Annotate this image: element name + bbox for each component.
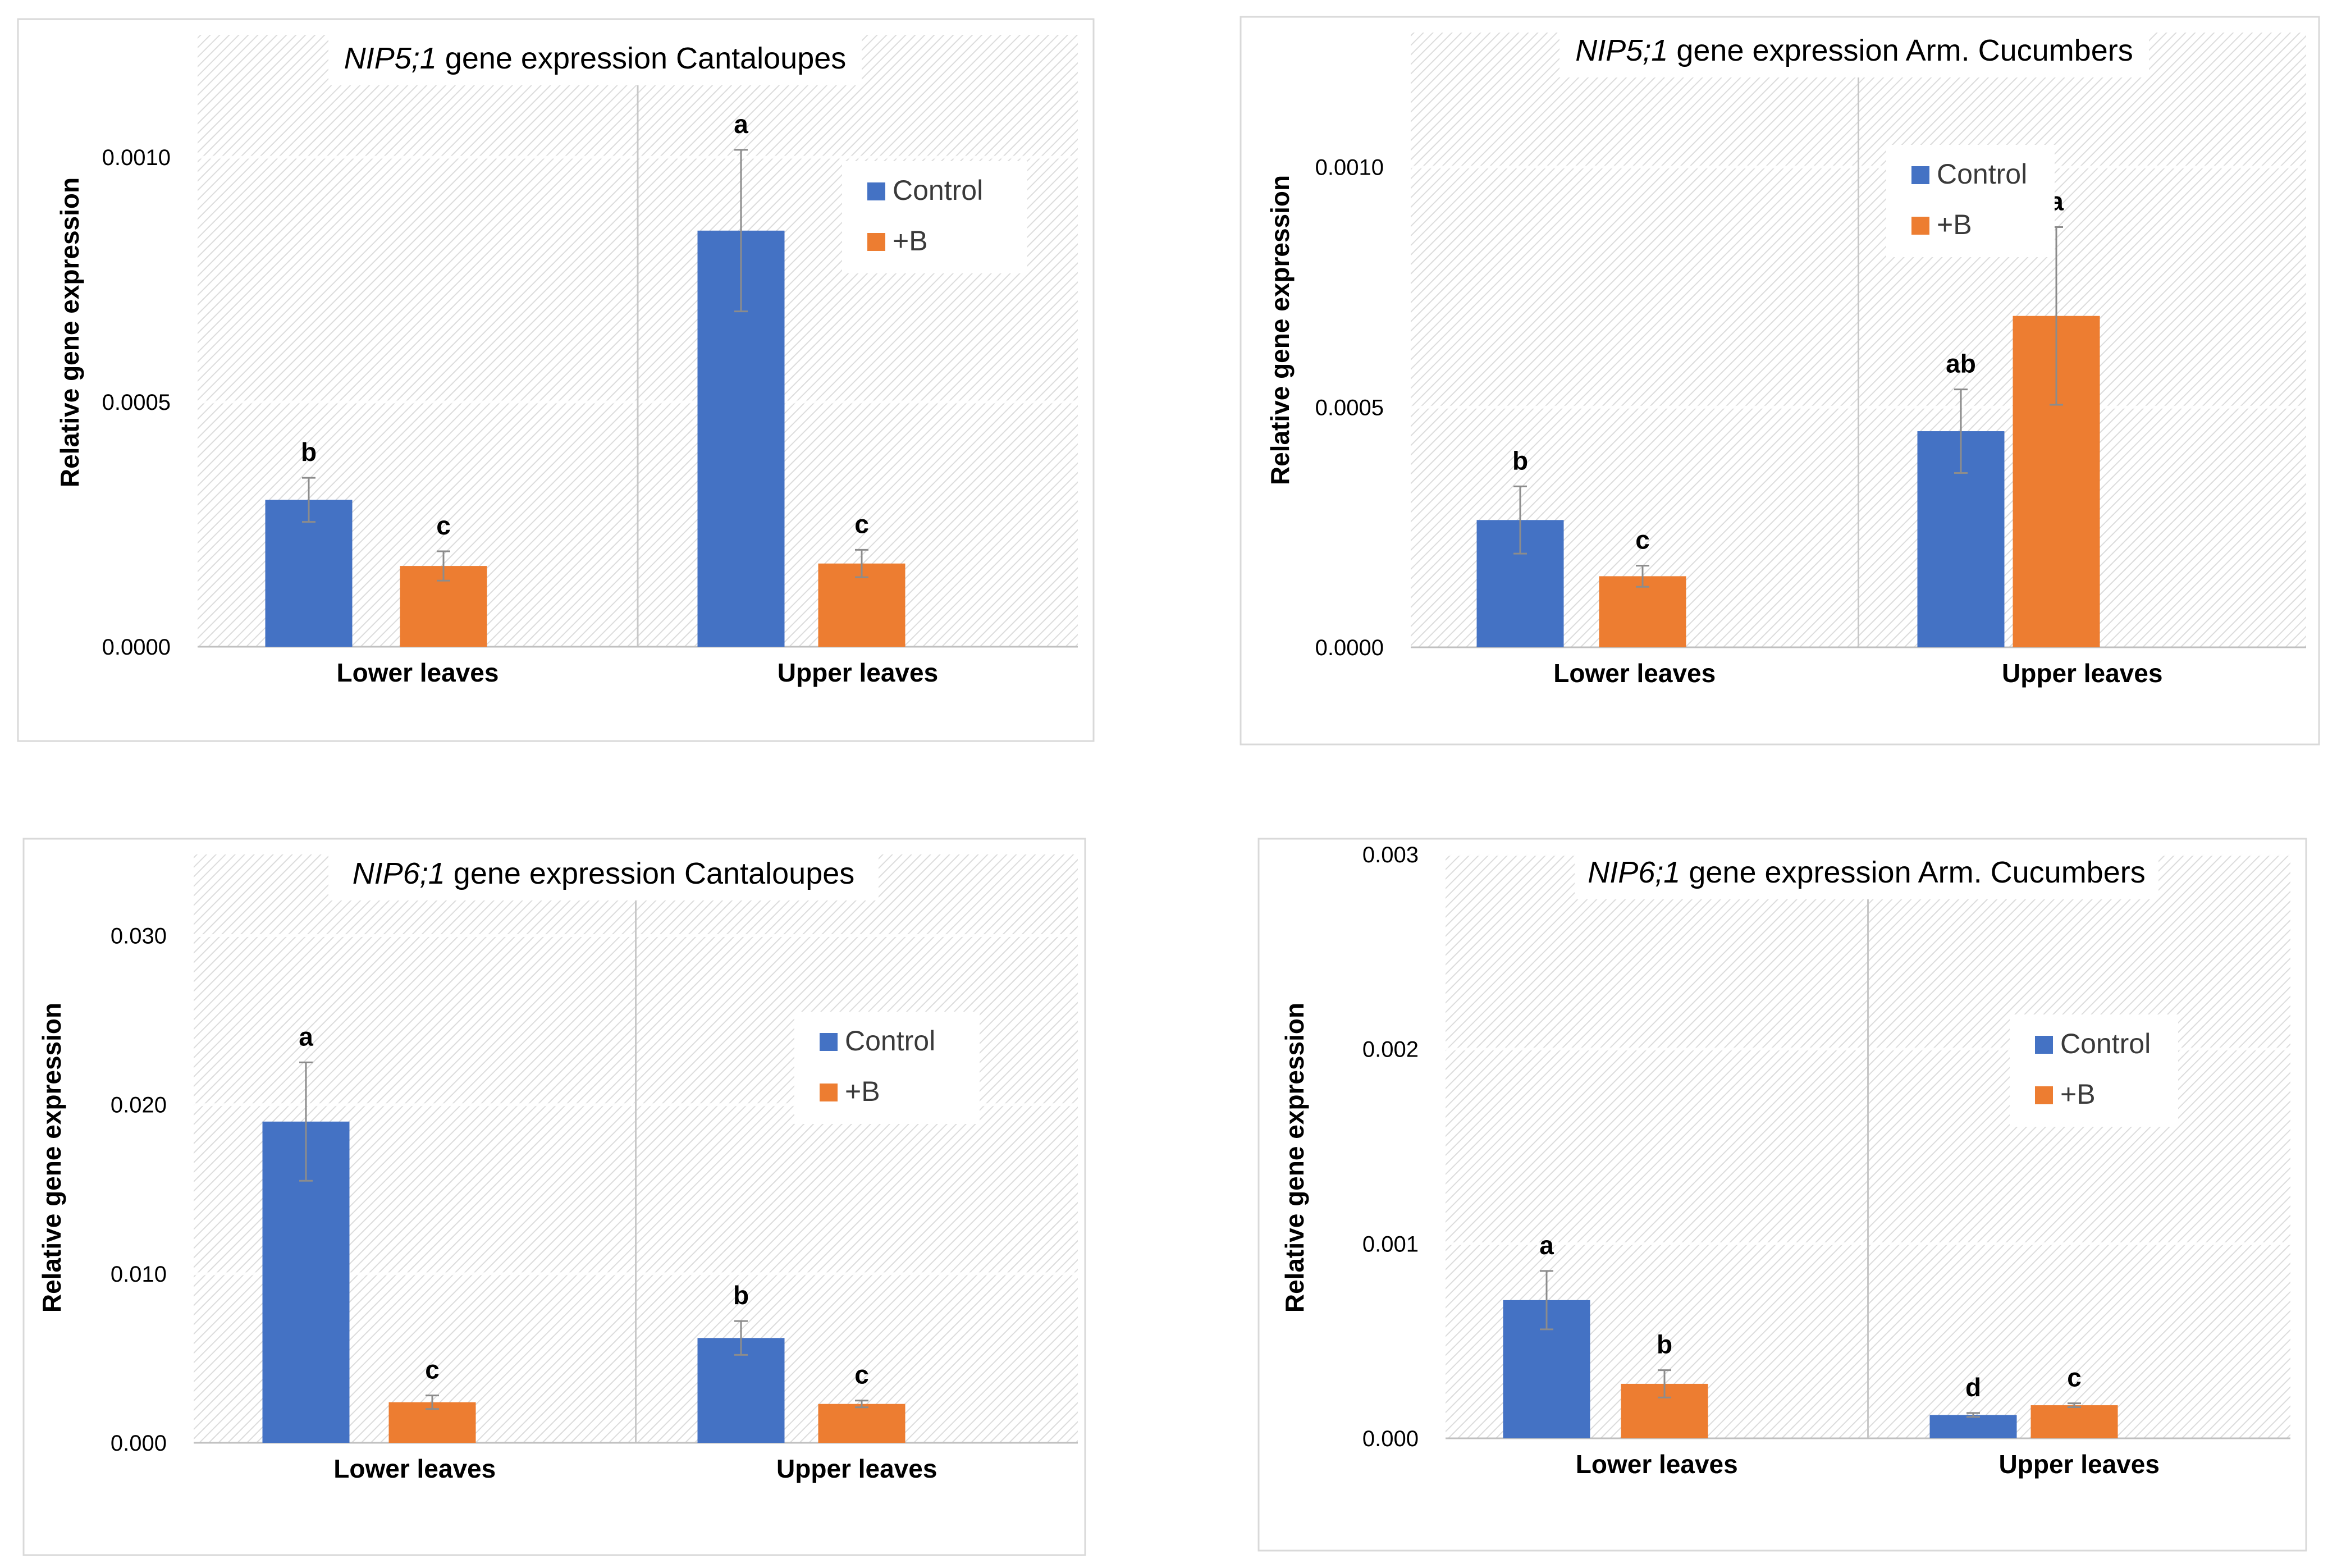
chart-title-gene: NIP5;1 (1575, 34, 1668, 67)
legend-swatch (2035, 1086, 2053, 1104)
legend-label: Control (893, 175, 983, 206)
chart-title-rest: gene expression Arm. Cucumbers (1680, 856, 2145, 889)
legend-label: Control (2060, 1028, 2151, 1059)
y-tick-label: 0.000 (1362, 1427, 1419, 1451)
title-box (1559, 26, 2149, 77)
significance-letter: a (299, 1022, 313, 1051)
chart-title: NIP6;1 gene expression Cantaloupes (353, 857, 855, 890)
legend-label: +B (1937, 209, 1972, 240)
significance-letter: c (436, 511, 451, 540)
x-category-label: Upper leaves (1999, 1450, 2160, 1479)
chart-title: NIP5;1 gene expression Arm. Cucumbers (1575, 34, 2133, 67)
y-axis-label: Relative gene expression (37, 1003, 66, 1313)
y-tick-label: 0.020 (111, 1093, 167, 1118)
bar (1929, 1415, 2017, 1438)
x-category-label: Upper leaves (778, 658, 938, 687)
legend-box (794, 1012, 980, 1124)
y-tick-label: 0.0010 (1315, 156, 1384, 180)
bar (2030, 1405, 2118, 1438)
x-category-label: Lower leaves (1553, 659, 1716, 688)
y-tick-label: 0.0005 (1315, 395, 1384, 420)
x-category-label: Lower leaves (337, 658, 499, 687)
chart-title: NIP5;1 gene expression Cantaloupes (344, 42, 847, 75)
bar (818, 1404, 905, 1443)
legend-box (2010, 1014, 2178, 1127)
chart-panel-nip51-cucumbers: 0.0000 0.0005 0.0010 Relative gene expressi… (1240, 16, 2320, 746)
y-tick-label: 0.0010 (102, 145, 171, 170)
chart-title-gene: NIP6;1 (1588, 856, 1680, 889)
significance-letter: c (2067, 1363, 2082, 1392)
significance-letter: c (854, 1360, 869, 1389)
legend-label: Control (845, 1025, 935, 1057)
legend-swatch (867, 233, 885, 251)
x-category-label: Lower leaves (333, 1454, 496, 1483)
chart-title-rest: gene expression Cantaloupes (445, 857, 855, 890)
chart-svg: 0.0000 0.0005 0.0010 Relative gene expressi… (1240, 16, 2320, 746)
legend-box (842, 161, 1027, 273)
x-category-label: Upper leaves (776, 1454, 937, 1483)
bar (1599, 576, 1686, 647)
y-tick-label: 0.0000 (1315, 636, 1384, 660)
title-box (328, 34, 862, 85)
y-tick-label: 0.030 (111, 924, 167, 949)
x-category-label: Upper leaves (2002, 659, 2162, 688)
legend-swatch (820, 1084, 838, 1101)
significance-letter: c (1635, 525, 1650, 555)
significance-letter: b (1512, 446, 1528, 475)
y-tick-label: 0.003 (1362, 843, 1419, 867)
title-box (328, 849, 879, 900)
chart-svg: 0.0000 0.0005 0.0010 Relative gene expressi… (17, 18, 1095, 742)
legend-swatch (1911, 217, 1929, 235)
chart-svg: 0.000 0.001 0.002 0.003 Relative gene expres… (1257, 838, 2307, 1552)
significance-letter: a (734, 109, 748, 139)
chart-title: NIP6;1 gene expression Arm. Cucumbers (1588, 856, 2145, 889)
chart-title-rest: gene expression Arm. Cucumbers (1668, 34, 2133, 67)
y-axis-label: Relative gene expression (1280, 1003, 1309, 1313)
significance-letter: b (1657, 1330, 1672, 1359)
y-axis-label: Relative gene expression (55, 177, 84, 487)
chart-panel-nip51-cantaloupes: 0.0000 0.0005 0.0010 Relative gene expressi… (17, 18, 1095, 742)
y-tick-label: 0.002 (1362, 1037, 1419, 1062)
chart-title-rest: gene expression Cantaloupes (437, 42, 847, 75)
chart-title-gene: NIP6;1 (353, 857, 445, 890)
chart-panel-nip61-cantaloupes: 0.000 0.010 0.020 0.030 Relative gene expres… (22, 838, 1086, 1556)
significance-letter: d (1965, 1373, 1981, 1402)
title-box (1575, 848, 2158, 899)
legend-swatch (2035, 1036, 2053, 1054)
chart-panel-nip61-cucumbers: 0.000 0.001 0.002 0.003 Relative gene expres… (1257, 838, 2307, 1552)
significance-letter: ab (1946, 349, 1976, 378)
legend-box (1886, 145, 2055, 257)
significance-letter: c (854, 509, 869, 538)
bar (265, 500, 353, 647)
legend-swatch (1911, 166, 1929, 184)
legend-label: +B (893, 225, 928, 257)
y-tick-label: 0.0000 (102, 635, 171, 660)
chart-title-gene: NIP5;1 (344, 42, 437, 75)
legend-swatch (820, 1033, 838, 1051)
legend-label: +B (845, 1076, 880, 1107)
legend-label: Control (1937, 158, 2027, 190)
significance-letter: b (733, 1281, 749, 1310)
significance-letter: a (1539, 1231, 1554, 1260)
significance-letter: c (425, 1355, 440, 1384)
y-axis-label: Relative gene expression (1265, 175, 1295, 485)
y-tick-label: 0.0005 (102, 390, 171, 415)
x-category-label: Lower leaves (1576, 1450, 1738, 1479)
y-tick-label: 0.010 (111, 1262, 167, 1287)
y-tick-label: 0.000 (111, 1431, 167, 1456)
significance-letter: b (301, 437, 317, 467)
y-tick-label: 0.001 (1362, 1232, 1419, 1256)
legend-label: +B (2060, 1078, 2096, 1110)
chart-svg: 0.000 0.010 0.020 0.030 Relative gene expres… (22, 838, 1086, 1556)
legend-swatch (867, 182, 885, 200)
